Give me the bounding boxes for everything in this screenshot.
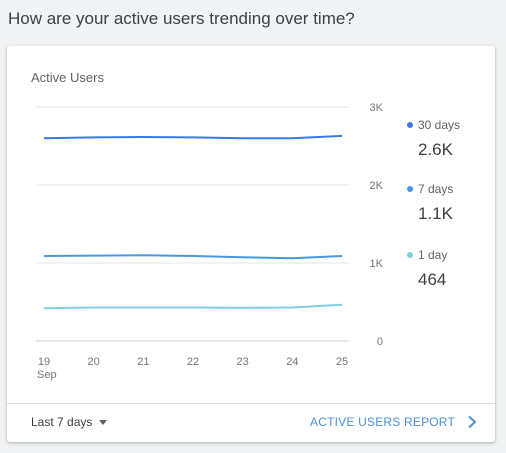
legend-value: 464 [418,270,447,289]
series-line [43,303,343,310]
x-tick-label: 24 [286,356,298,368]
y-tick-label: 2K [370,180,384,192]
y-tick-label: 1K [370,258,384,270]
caret-down-icon [99,420,108,425]
chart-y-axis: 0 1K 2K 3K [370,102,384,348]
card-title: Active Users [31,70,104,85]
legend-value: 1.1K [418,204,453,223]
active-users-report-link[interactable]: ACTIVE USERS REPORT [310,415,477,429]
legend-value: 2.6K [418,140,453,159]
series-line [43,134,343,140]
chart-x-axis: 19 20 21 22 23 24 25 Sep [37,356,348,381]
series-line [43,254,343,260]
legend-label: 7 days [418,182,454,196]
legend-item: 7 days 1.1K [407,182,493,224]
y-tick-label: 0 [377,336,383,348]
x-tick-label: 25 [336,356,348,368]
chevron-right-icon [468,415,477,429]
date-range-label: Last 7 days [31,415,93,429]
legend-item: 1 day 464 [407,248,493,290]
report-link-label: ACTIVE USERS REPORT [310,415,455,429]
chart-series [43,134,343,310]
x-axis-month-label: Sep [37,369,57,381]
x-tick-label: 23 [237,356,249,368]
chart-gridlines [36,106,349,342]
x-tick-label: 21 [137,356,149,368]
legend-row: 30 days [407,118,493,132]
legend-dot-icon [407,186,413,192]
card-footer: Last 7 days ACTIVE USERS REPORT [7,403,495,442]
legend-label: 1 day [418,248,448,262]
legend-dot-icon [407,252,413,258]
date-range-dropdown[interactable]: Last 7 days [31,415,108,429]
y-tick-label: 3K [370,102,384,114]
x-tick-label: 19 [38,356,50,368]
x-tick-label: 20 [88,356,100,368]
x-tick-label: 22 [187,356,199,368]
legend-label: 30 days [418,118,461,132]
active-users-card: Active Users 0 1K 2K 3K 19 20 21 22 23 24 25 Sep 3… [7,46,495,442]
legend-item: 30 days 2.6K [407,118,493,160]
legend-dot-icon [407,122,413,128]
legend-row: 1 day [407,248,493,262]
active-users-chart: 0 1K 2K 3K 19 20 21 22 23 24 25 Sep [36,102,384,381]
page-question: How are your active users trending over … [8,9,355,28]
legend-row: 7 days [407,182,493,196]
